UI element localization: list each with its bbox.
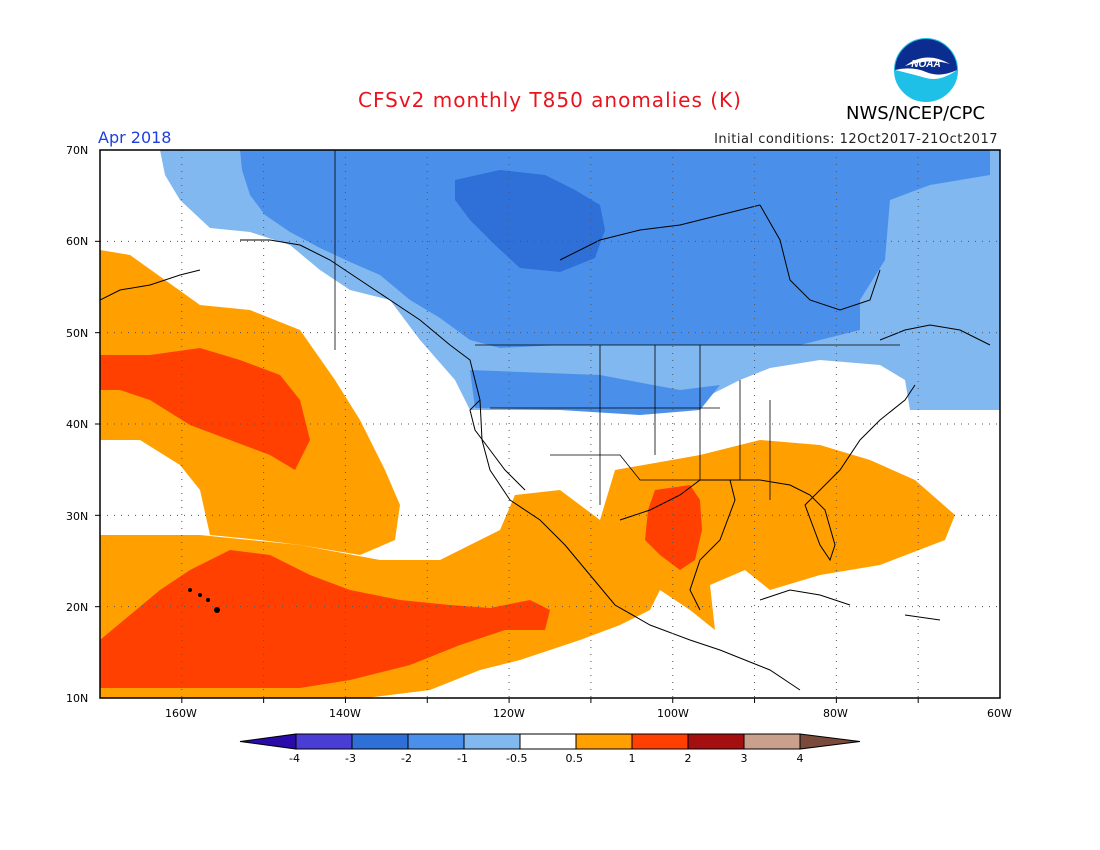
colorbar-label: -4 (289, 752, 300, 765)
lat-label-40n: 40N (66, 418, 89, 431)
colorbar-label: 4 (796, 752, 804, 765)
colorbar-label: 1 (628, 752, 636, 765)
lat-label-30n: 30N (66, 510, 89, 523)
colorbar-swatch (687, 733, 745, 750)
valid-month-label: Apr 2018 (98, 128, 172, 147)
lon-label-80w: 80W (823, 707, 848, 720)
colorbar-swatch (519, 733, 577, 750)
lon-label-60w: 60W (987, 707, 1012, 720)
colorbar-swatch (295, 733, 353, 750)
colorbar-swatch (575, 733, 633, 750)
initial-conditions-label: Initial conditions: 12Oct2017-21Oct2017 (714, 132, 998, 147)
agency-label: NWS/NCEP/CPC (846, 103, 986, 124)
axis-ticks (95, 240, 919, 703)
lat-label-70n: 70N (66, 144, 89, 157)
lon-label-100w: 100W (657, 707, 689, 720)
anomaly-red-texas (645, 485, 702, 570)
colorbar-label: -2 (401, 752, 412, 765)
anomaly-map-area (100, 150, 1000, 698)
colorbar-label: 3 (740, 752, 748, 765)
colorbar-swatch (631, 733, 689, 750)
colorbar-swatch (743, 733, 801, 750)
chart-title: CFSv2 monthly T850 anomalies (K) (358, 88, 742, 112)
colorbar-label: -3 (345, 752, 356, 765)
colorbar-swatch (407, 733, 465, 750)
hawaii-islands (188, 588, 220, 613)
political-borders (334, 150, 900, 505)
lon-label-140w: 140W (329, 707, 361, 720)
colorbar-label: -1 (457, 752, 468, 765)
colorbar-label: 0.5 (565, 752, 584, 765)
lat-label-50n: 50N (66, 327, 89, 340)
noaa-logo-text: NOAA (911, 59, 940, 70)
gridlines (100, 150, 1000, 698)
anomaly-red-pacific-south (100, 550, 550, 688)
colorbar-swatch (463, 733, 521, 750)
colorbar (239, 733, 861, 750)
noaa-logo: NOAA (894, 38, 958, 102)
lat-label-60n: 60N (66, 235, 89, 248)
colorbar-left-arrow (239, 733, 297, 750)
lat-label-10n: 10N (66, 692, 89, 705)
lat-label-20n: 20N (66, 601, 89, 614)
anomaly-red-pacific-north (100, 348, 310, 470)
anomaly-blue-greatlakes (470, 370, 720, 415)
anomaly-dark-blue-core (455, 170, 605, 272)
colorbar-right-arrow (799, 733, 861, 750)
lon-label-160w: 160W (165, 707, 197, 720)
lon-label-120w: 120W (493, 707, 525, 720)
colorbar-label: -0.5 (506, 752, 528, 765)
colorbar-label: 2 (684, 752, 692, 765)
colorbar-swatch (351, 733, 409, 750)
coastlines (100, 204, 991, 691)
